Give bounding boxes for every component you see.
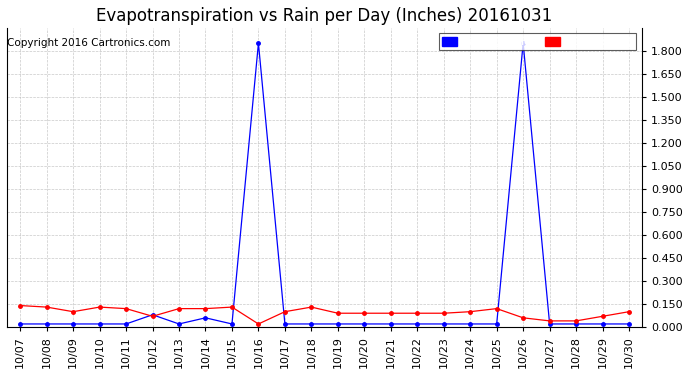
Text: Copyright 2016 Cartronics.com: Copyright 2016 Cartronics.com	[7, 38, 170, 48]
Title: Evapotranspiration vs Rain per Day (Inches) 20161031: Evapotranspiration vs Rain per Day (Inch…	[97, 7, 553, 25]
Legend: Rain  (Inches), ET  (Inches): Rain (Inches), ET (Inches)	[439, 33, 635, 50]
